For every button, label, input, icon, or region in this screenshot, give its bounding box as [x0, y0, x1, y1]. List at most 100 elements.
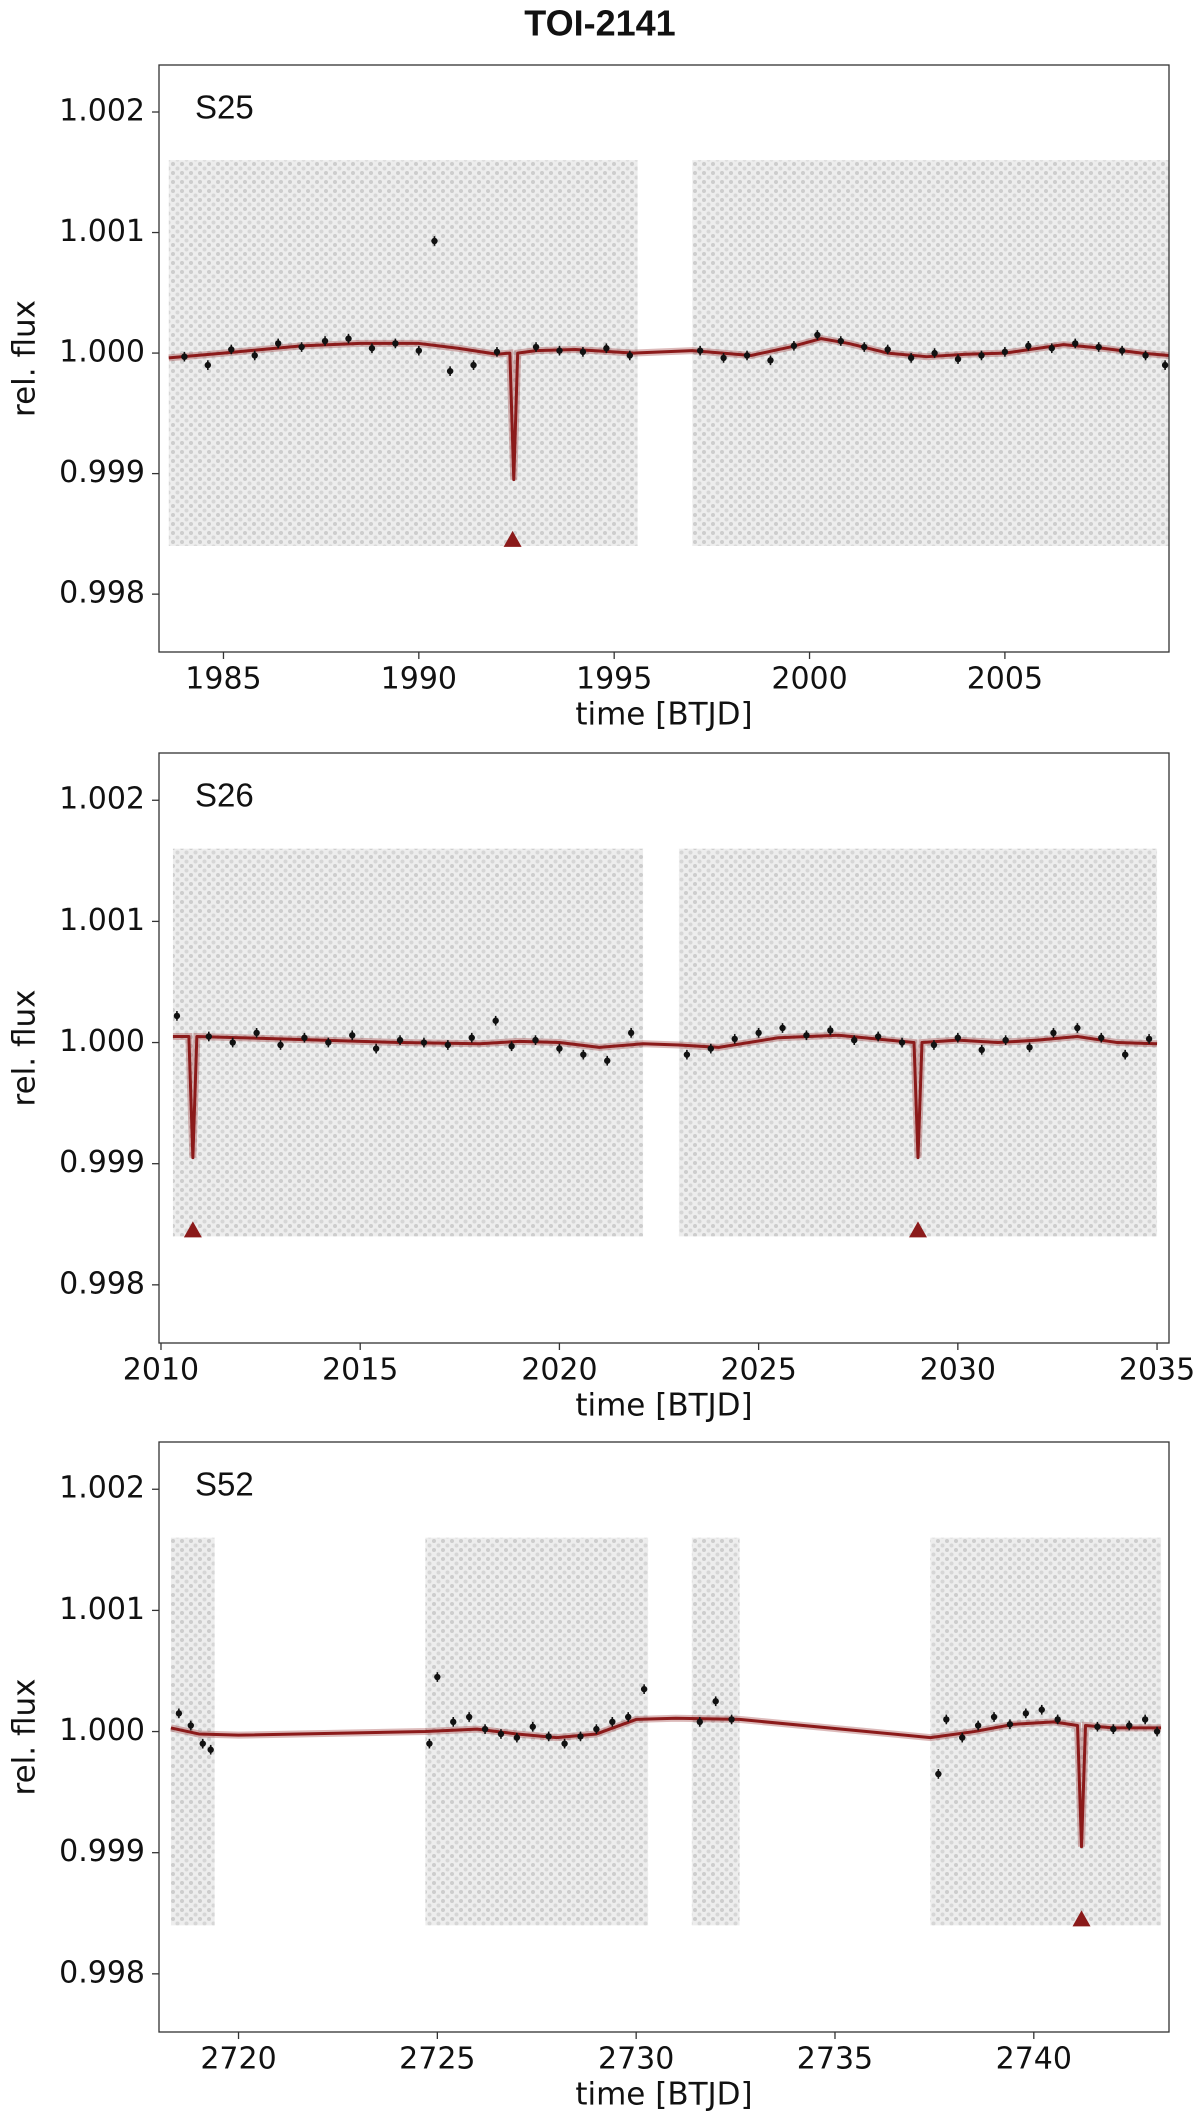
binned-point [508, 1042, 515, 1050]
binned-point [229, 1039, 236, 1046]
binned-point [396, 1036, 404, 1044]
binned-point [1038, 1706, 1045, 1713]
y-axis-label: rel. flux [7, 1679, 43, 1796]
binned-point [492, 1017, 499, 1024]
binned-point [187, 1722, 195, 1729]
binned-point [1095, 343, 1102, 351]
binned-point [609, 1718, 616, 1726]
x-tick-label: 2005 [967, 662, 1043, 697]
binned-point [1118, 347, 1126, 354]
y-tick-label: 0.999 [59, 1145, 145, 1180]
binned-point [935, 1770, 942, 1778]
y-tick-label: 0.999 [59, 455, 145, 490]
binned-point [173, 1012, 181, 1020]
binned-point [728, 1716, 735, 1723]
binned-point [175, 1710, 183, 1717]
binned-point [593, 1725, 600, 1733]
binned-point [274, 340, 282, 347]
panel: 0.998 0.999 1.000 1.001 1.002 2010 2015 2020 202… [7, 752, 1195, 1424]
x-tick-label: 2015 [322, 1353, 398, 1388]
binned-point [207, 1746, 214, 1753]
binned-point [603, 345, 610, 352]
x-axis-label: time [BTJD] [575, 1388, 752, 1424]
binned-point [1121, 1051, 1129, 1058]
binned-point [580, 1051, 587, 1058]
binned-point [743, 352, 751, 359]
binned-point [625, 1713, 632, 1721]
panel-label: S26 [195, 777, 254, 814]
binned-point [349, 1032, 356, 1039]
x-tick-label: 2000 [771, 662, 847, 697]
binned-point [556, 347, 563, 354]
y-tick-label: 1.000 [59, 1024, 145, 1059]
binned-point [837, 337, 844, 345]
x-axis-label: time [BTJD] [575, 697, 752, 733]
binned-point [228, 346, 235, 353]
y-tick-label: 1.000 [59, 1713, 145, 1748]
binned-point [707, 1045, 715, 1052]
binned-point [851, 1036, 858, 1044]
binned-point [493, 348, 501, 356]
binned-point [1145, 1035, 1153, 1043]
binned-point [990, 1713, 998, 1721]
y-tick-label: 0.998 [59, 576, 145, 611]
binned-point [431, 237, 438, 245]
y-axis-label: rel. flux [7, 300, 43, 417]
axes-frame [158, 1441, 1170, 2033]
binned-point [205, 1033, 213, 1040]
x-tick-label: 2010 [123, 1353, 199, 1388]
y-axis-label: rel. flux [7, 990, 43, 1107]
raw-data-band [691, 1537, 740, 1926]
raw-data-band [678, 848, 1158, 1237]
binned-point [181, 353, 188, 360]
binned-point [426, 1740, 433, 1747]
binned-point [301, 1034, 308, 1041]
x-tick-label: 1985 [185, 662, 261, 697]
x-tick-label: 2025 [720, 1353, 796, 1388]
raw-data-band [425, 1537, 649, 1926]
binned-point [497, 1730, 505, 1738]
model-line [168, 337, 1169, 482]
binned-point [532, 343, 540, 351]
binned-point [556, 1045, 563, 1052]
binned-point [1050, 1029, 1057, 1037]
binned-point [529, 1723, 536, 1730]
binned-point [1074, 1024, 1081, 1032]
binned-point [1161, 361, 1169, 369]
y-tick-label: 1.001 [59, 903, 145, 938]
binned-point [1141, 1716, 1149, 1723]
binned-point [696, 347, 704, 354]
x-axis-label: time [BTJD] [575, 2077, 752, 2113]
transit-marker [183, 1221, 202, 1238]
binned-point [392, 340, 399, 347]
binned-point [470, 361, 477, 369]
y-tick-label: 0.998 [59, 1955, 145, 1990]
binned-point [861, 343, 868, 351]
binned-point [450, 1718, 457, 1726]
binned-point [251, 352, 258, 359]
binned-point [444, 1041, 452, 1049]
plot-area [168, 160, 1169, 547]
binned-point [345, 335, 352, 342]
binned-point [767, 357, 774, 364]
binned-point [1072, 340, 1079, 347]
axes-frame [158, 64, 1170, 653]
binned-point [712, 1698, 719, 1705]
y-tick-label: 1.001 [59, 1592, 145, 1627]
binned-point [368, 345, 376, 352]
binned-point [1110, 1725, 1117, 1733]
binned-point [415, 347, 423, 354]
binned-point [204, 361, 212, 369]
binned-point [874, 1033, 882, 1040]
binned-point [640, 1685, 648, 1693]
x-tick-label: 2730 [598, 2042, 674, 2077]
x-tick-label: 2720 [200, 2042, 276, 2077]
binned-point [959, 1734, 966, 1741]
y-tick-label: 1.000 [59, 335, 145, 370]
y-tick-label: 1.002 [59, 1471, 145, 1506]
binned-point [1002, 1036, 1009, 1044]
binned-point [1048, 345, 1055, 352]
x-tick-label: 1990 [381, 662, 457, 697]
binned-point [803, 1032, 810, 1039]
